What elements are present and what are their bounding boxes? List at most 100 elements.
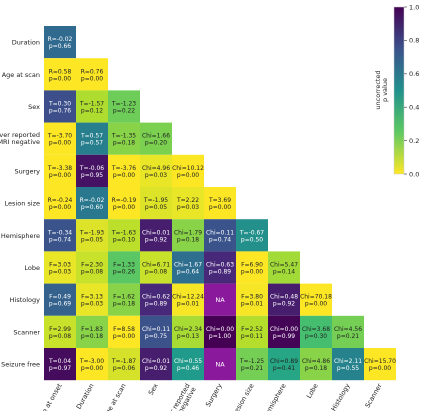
heatmap-cell [108, 154, 140, 187]
cell-label: Chi=0.89 p=0.41 [270, 358, 298, 372]
cell-label: Chi=1.79 p=0.18 [174, 229, 202, 243]
heatmap-cell [140, 283, 172, 316]
cell-label: Chi=1.66 p=0.20 [142, 133, 170, 147]
heatmap-cell [172, 187, 204, 220]
cell-label: F=6.90 p=0.00 [241, 262, 263, 276]
heatmap-cell [204, 315, 236, 348]
cell-label: Chi=2.11 p=0.55 [334, 358, 362, 372]
heatmap-cell [300, 348, 332, 381]
cell-label: T=-1.57 p=0.12 [79, 101, 104, 115]
row-tick-label: Duration [12, 39, 40, 47]
column-tick-label: Hemisphere [261, 382, 288, 411]
row-tick-label: Surgery [15, 167, 41, 175]
heatmap-cell [108, 251, 140, 284]
heatmap-cell [300, 283, 332, 316]
cell-label: T=0.30 p=0.76 [48, 101, 71, 115]
heatmap-cell [236, 219, 268, 252]
cell-label: Chi=12.24 p=0.01 [172, 294, 204, 308]
heatmap-cell [268, 251, 300, 284]
cell-label: R=-0.24 p=0.00 [48, 197, 73, 211]
cell-label: Chi=15.70 p=0.00 [364, 358, 396, 372]
heatmap-cell [76, 348, 108, 381]
column-tick-label: Lesion size [231, 382, 256, 411]
heatmap-cell [332, 348, 364, 381]
row-labels: Duration Age at scan Sex Ever reportedMRI n… [0, 39, 40, 369]
heatmap-cell [172, 348, 204, 381]
cell-label: T=-1.95 p=0.05 [143, 197, 168, 211]
heatmap-cell [268, 348, 300, 381]
heatmap-cell [44, 283, 76, 316]
cell-label: F=8.58 p=0.00 [113, 326, 135, 340]
heatmap-cell [172, 219, 204, 252]
cell-label: T=0.04 p=0.97 [48, 358, 71, 372]
cell-label: T=-0.06 p=0.95 [79, 165, 104, 179]
cell-label: F=1.62 p=0.18 [113, 294, 135, 308]
heatmap-cell [108, 348, 140, 381]
heatmap-cell [140, 154, 172, 187]
cell-label: T=-1.23 p=0.22 [111, 101, 136, 115]
colorbar-tick-label: 0.6 [409, 70, 419, 78]
heatmap-cell [140, 251, 172, 284]
heatmap-cell [44, 348, 76, 381]
heatmap-cell [204, 187, 236, 220]
heatmap-cell [108, 187, 140, 220]
row-tick-label: Ever reportedMRI negative [0, 131, 40, 146]
heatmap-cell [140, 219, 172, 252]
heatmap-cell [204, 348, 236, 381]
cell-label: T=-1.63 p=0.10 [111, 229, 136, 243]
heatmap-cell [108, 122, 140, 155]
row-tick-label: Seizure free [1, 361, 40, 369]
heatmap-cell [140, 122, 172, 155]
cell-label: Chi=0.55 p=0.46 [174, 358, 202, 372]
heatmap-cell [76, 154, 108, 187]
cell-label: Chi=0.63 p=0.89 [206, 262, 234, 276]
row-tick-label: Lesion size [5, 200, 40, 208]
heatmap-cell [76, 187, 108, 220]
cell-label: F=3.03 p=0.03 [49, 262, 71, 276]
heatmap-cell [76, 122, 108, 155]
heatmap-cell [44, 122, 76, 155]
colorbar-tick-label: 0.8 [409, 37, 419, 45]
column-tick-label: Histology [330, 382, 352, 411]
cell-label: F=1.83 p=0.18 [81, 326, 103, 340]
cell-label: F=3.80 p=0.01 [241, 294, 263, 308]
column-tick-label: Duration [75, 382, 96, 410]
heatmap-cell [204, 283, 236, 316]
colorbar-label: uncorrectedp value [374, 70, 389, 109]
heatmap-cell [108, 90, 140, 123]
column-tick-label: Age at onset [36, 382, 64, 411]
heatmap-cell [76, 283, 108, 316]
heatmap-cell [108, 219, 140, 252]
cell-label: T=-3.70 p=0.00 [47, 133, 72, 147]
cell-label: F=2.52 p=0.11 [241, 326, 263, 340]
cell-label: T=2.22 p=0.03 [176, 197, 199, 211]
row-tick-label: Hemisphere [1, 232, 40, 240]
colorbar-tick-label: 0.0 [409, 170, 419, 178]
cell-label: Chi=1.67 p=0.64 [174, 262, 202, 276]
row-tick-label: Histology [10, 296, 41, 304]
cell-label: T=-1.35 p=0.18 [111, 133, 136, 147]
colorbar-tick-label: 0.4 [409, 104, 419, 112]
cell-label: Chi=0.11 p=0.75 [142, 326, 170, 340]
heatmap-cell [140, 187, 172, 220]
cell-label: R=-0.19 p=0.00 [112, 197, 137, 211]
row-tick-label: Sex [28, 103, 40, 111]
heatmap-cell [76, 58, 108, 91]
heatmap-cell [172, 154, 204, 187]
heatmap-cell [204, 219, 236, 252]
column-tick-label: Surgery [204, 382, 224, 408]
heatmap-cell [76, 315, 108, 348]
cell-label: Chi=4.86 p=0.18 [302, 358, 330, 372]
heatmap-cell [44, 315, 76, 348]
cell-label: T=-3.00 p=0.00 [79, 358, 104, 372]
heatmap-cell [108, 283, 140, 316]
cell-label: Chi=0.01 p=0.92 [142, 358, 170, 372]
cell-label: Chi=10.12 p=0.00 [172, 165, 204, 179]
cell-label: T=-1.93 p=0.05 [79, 229, 104, 243]
heatmap-cell [236, 251, 268, 284]
cell-label: Chi=0.00 p=0.99 [270, 326, 298, 340]
cell-label: F=2.99 p=0.08 [49, 326, 71, 340]
cell-label: T=-1.87 p=0.06 [111, 358, 136, 372]
heatmap-cell [76, 251, 108, 284]
